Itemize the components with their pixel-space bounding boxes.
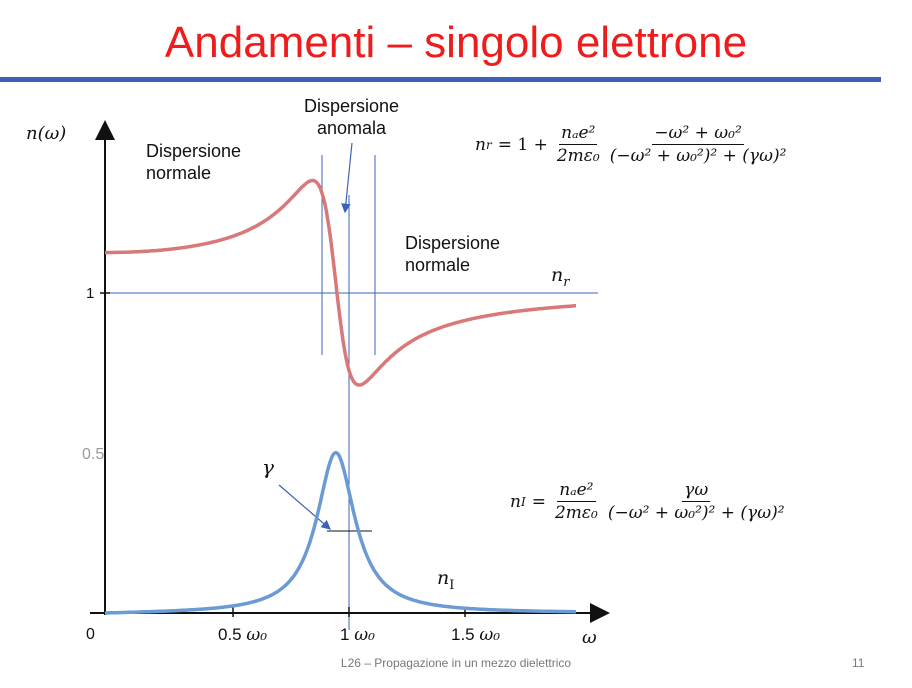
anomala-arrow [341,142,353,214]
x-tick-label-15: 1.5 ω₀ [451,625,501,645]
x-tick-label-1: 1 ω₀ [340,625,375,645]
page-number: 11 [852,656,865,670]
x-tick-label-05: 0.5 ω₀ [218,625,268,645]
slide-title: Andamenti – singolo elettrone [164,18,748,67]
gamma-arrow [278,484,331,530]
y-axis-label: n(ω) [26,123,67,144]
ni-curve [105,450,576,615]
region-left-label: Dispersione normale [146,141,242,183]
title-rule [0,77,881,82]
nr-curve-label: nr [551,264,570,290]
tick-half-label: 0.5 [82,446,105,463]
origin-label: 0 [86,626,95,643]
region-right-label: Dispersione normale [405,233,501,275]
slide-footer: L26 – Propagazione in un mezzo dielettri… [340,656,572,670]
region-mid-label: Dispersione anomala [304,96,400,138]
nr-curve [105,178,576,387]
ni-curve-label: nI [437,567,455,593]
gamma-label: γ [262,455,274,479]
tick-one-label: 1 [86,285,95,302]
x-axis-label: ω [582,627,597,648]
